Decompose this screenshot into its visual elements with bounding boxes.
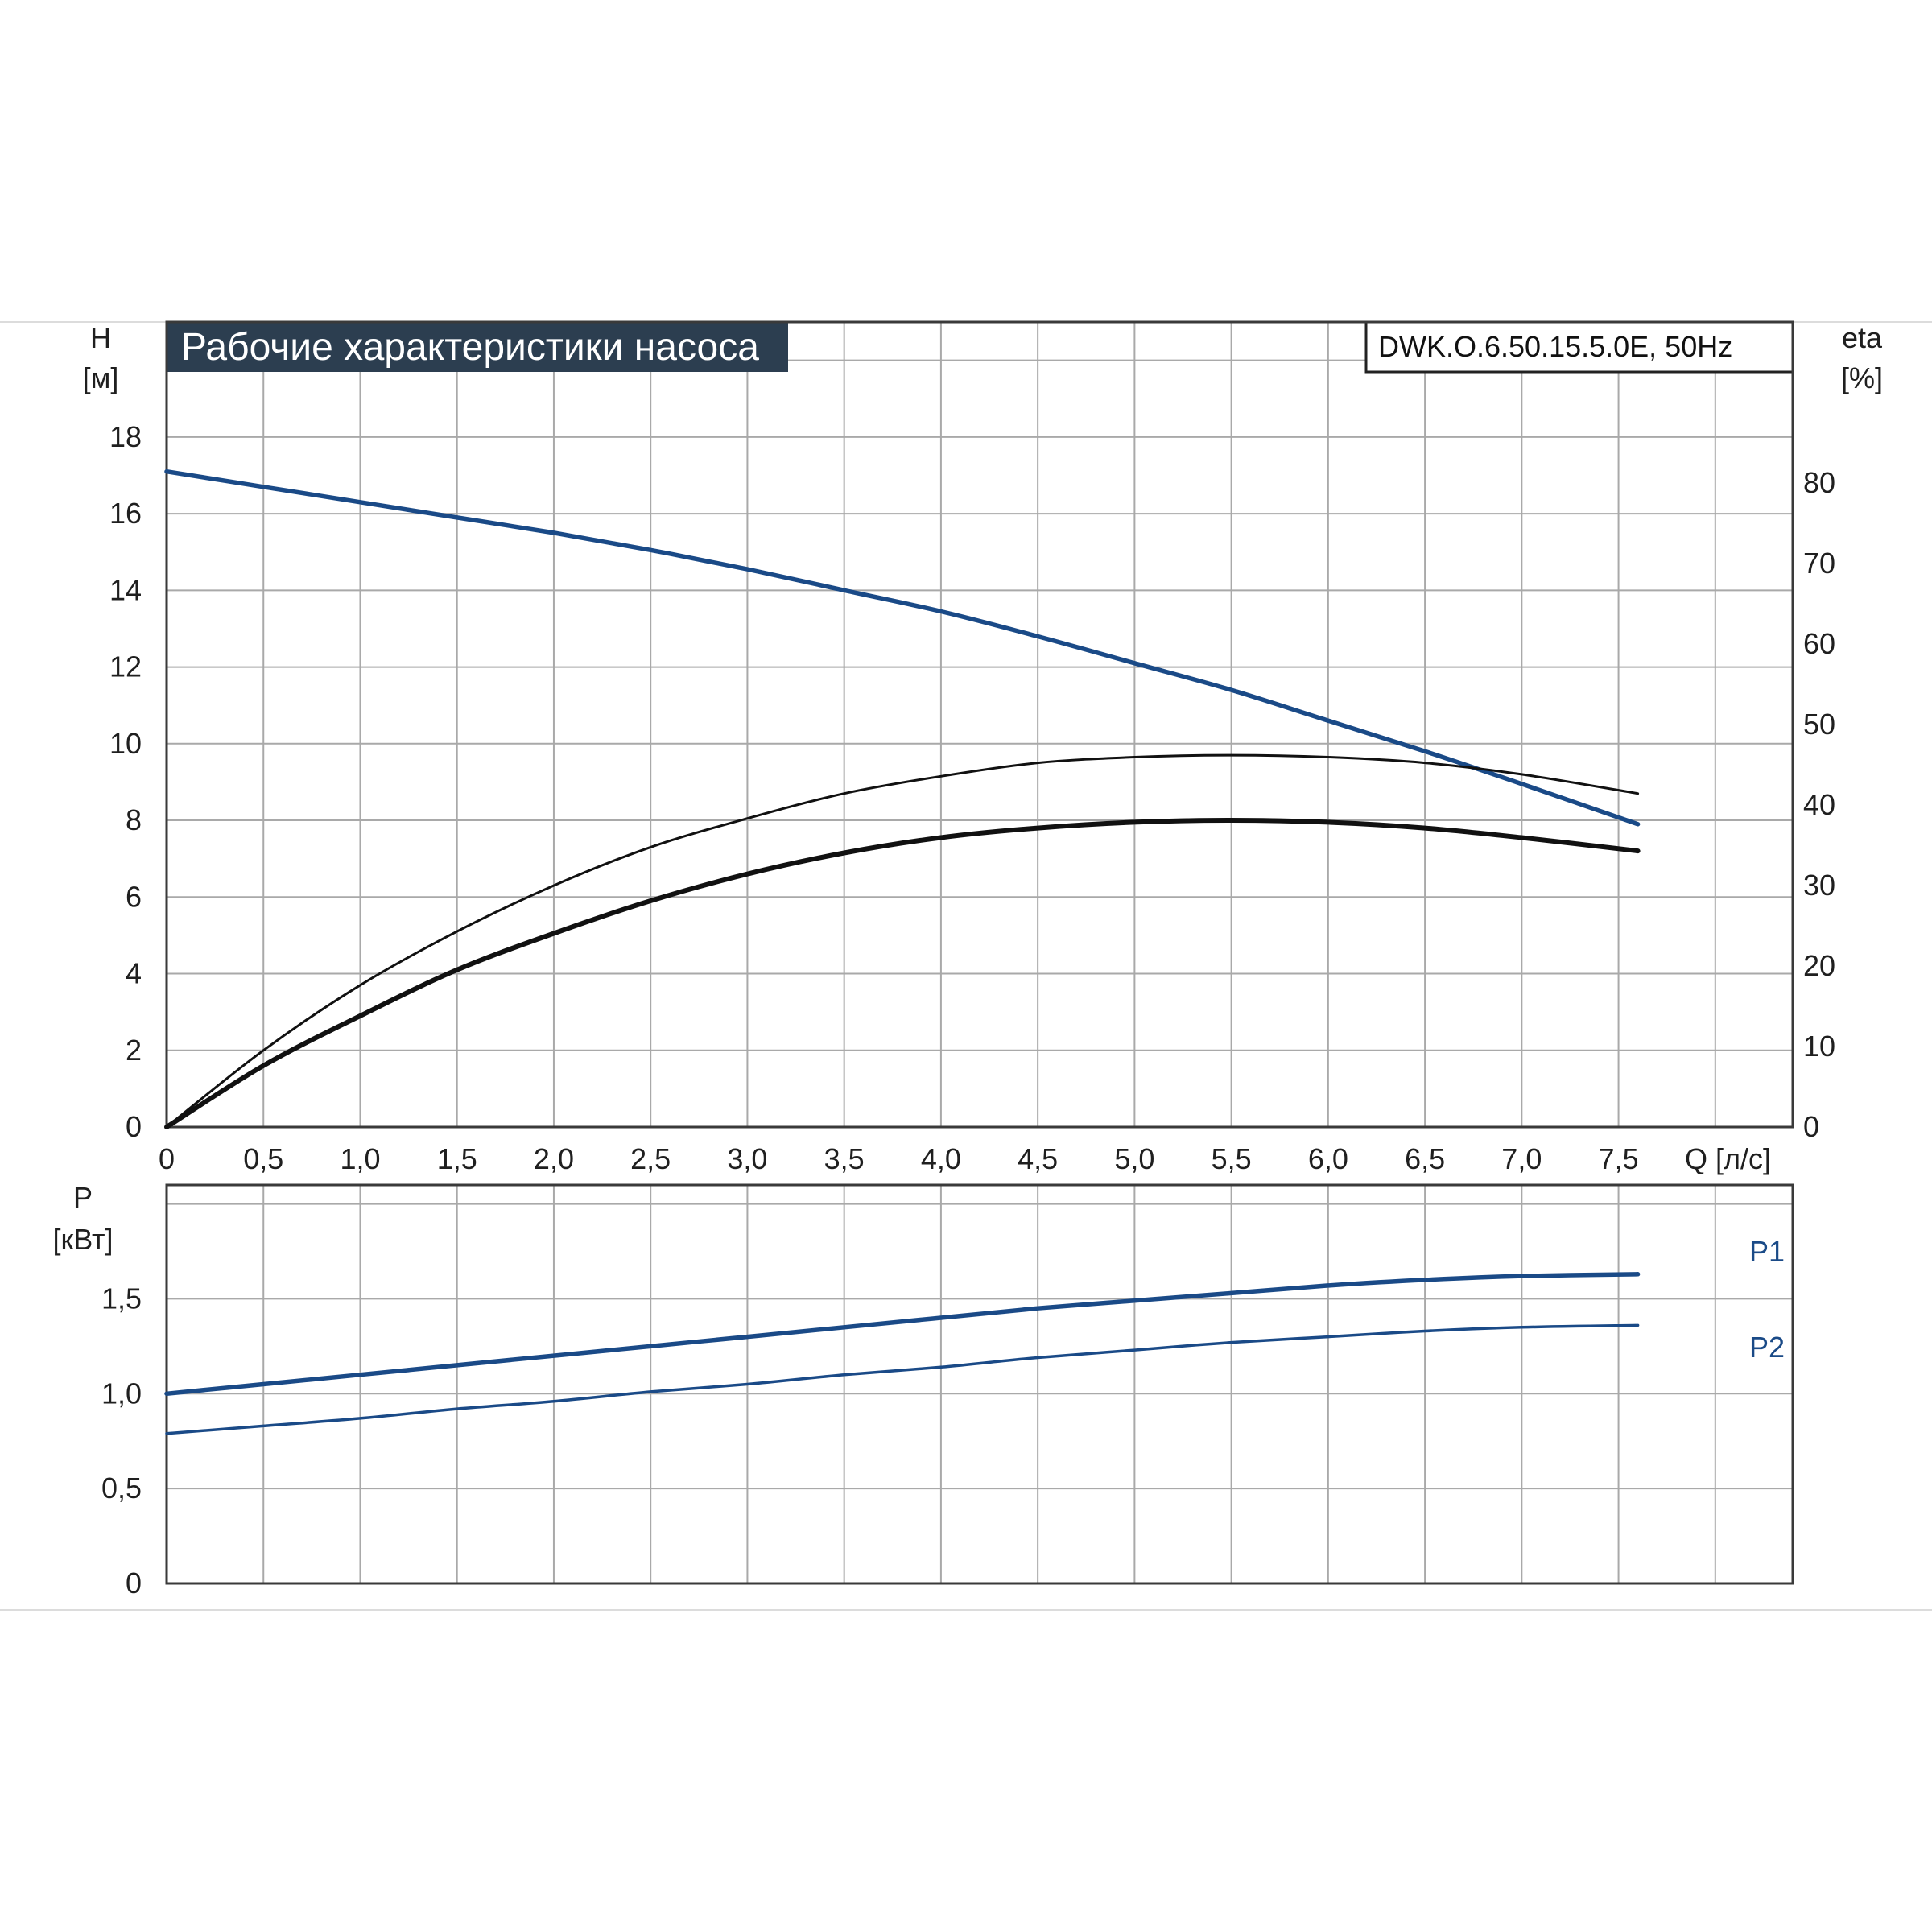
x-tick-label: 0 — [159, 1142, 175, 1175]
eta-tick-label: 60 — [1803, 627, 1835, 660]
h-tick-label: 10 — [109, 727, 142, 760]
p1-series-label: P1 — [1749, 1235, 1785, 1268]
p-tick-label: 0 — [126, 1567, 142, 1600]
x-tick-label: 5,0 — [1114, 1142, 1154, 1175]
h-tick-label: 4 — [126, 957, 142, 990]
eta-axis-symbol: eta — [1842, 321, 1883, 354]
x-tick-label: 2,0 — [534, 1142, 574, 1175]
p1-power-curve — [164, 1272, 1641, 1397]
x-tick-label: 6,5 — [1405, 1142, 1445, 1175]
x-tick-label: 5,5 — [1212, 1142, 1252, 1175]
p-axis-unit: [кВт] — [52, 1223, 113, 1256]
x-tick-label: 2,5 — [630, 1142, 671, 1175]
efficiency-curve-thick — [164, 818, 1641, 1129]
lower-plot-grid — [167, 1185, 1793, 1583]
x-tick-label: 1,0 — [340, 1142, 380, 1175]
h-tick-label: 12 — [109, 650, 142, 683]
h-tick-label: 18 — [109, 420, 142, 453]
efficiency-curve-thin — [165, 753, 1640, 1129]
upper-plot-grid — [167, 322, 1793, 1127]
eta-axis-unit: [%] — [1841, 361, 1883, 394]
model-label: DWK.O.6.50.15.5.0E, 50Hz — [1378, 330, 1732, 363]
x-tick-label: 4,5 — [1018, 1142, 1058, 1175]
eta-tick-label: 20 — [1803, 949, 1835, 982]
p-tick-label: 1,0 — [101, 1377, 142, 1410]
p-tick-label: 1,5 — [101, 1282, 142, 1315]
eta-tick-label: 0 — [1803, 1110, 1819, 1143]
eta-tick-label: 50 — [1803, 708, 1835, 741]
x-tick-label: 1,5 — [437, 1142, 477, 1175]
h-tick-label: 2 — [126, 1034, 142, 1067]
q-axis-label: Q [л/с] — [1685, 1142, 1771, 1175]
eta-tick-label: 10 — [1803, 1030, 1835, 1063]
p-tick-label: 0,5 — [101, 1472, 142, 1505]
title-banner — [167, 322, 788, 372]
h-tick-label: 0 — [126, 1110, 142, 1143]
p2-series-label: P2 — [1749, 1331, 1785, 1364]
eta-tick-label: 40 — [1803, 788, 1835, 821]
chart-title: Рабочие характеристики насоса — [181, 326, 759, 369]
tick-labels: 0 0,5 1,0 1,5 2,0 2,5 3,0 3,5 4,0 4,5 5,0 5,5 6,0 6,5… — [101, 420, 1835, 1600]
x-tick-label: 6,0 — [1308, 1142, 1348, 1175]
h-tick-label: 8 — [126, 803, 142, 836]
x-tick-label: 7,5 — [1599, 1142, 1639, 1175]
upper-plot-frame — [165, 320, 1794, 1129]
p-axis-symbol: P — [73, 1181, 93, 1214]
lower-plot-frame — [165, 1183, 1794, 1585]
x-tick-label: 3,0 — [727, 1142, 767, 1175]
x-tick-label: 7,0 — [1501, 1142, 1542, 1175]
x-tick-label: 3,5 — [824, 1142, 865, 1175]
h-axis-unit: [м] — [83, 361, 119, 394]
model-box — [1364, 320, 1794, 374]
h-tick-label: 14 — [109, 573, 142, 606]
h-axis-symbol: H — [90, 321, 111, 354]
p2-power-curve — [165, 1323, 1640, 1435]
eta-tick-label: 30 — [1803, 869, 1835, 902]
eta-tick-label: 80 — [1803, 466, 1835, 499]
h-tick-label: 16 — [109, 497, 142, 530]
x-tick-label: 0,5 — [243, 1142, 283, 1175]
eta-tick-label: 70 — [1803, 547, 1835, 580]
x-tick-label: 4,0 — [921, 1142, 961, 1175]
head-curve — [164, 469, 1641, 827]
chart-curves — [164, 469, 1641, 1435]
h-tick-label: 6 — [126, 880, 142, 913]
